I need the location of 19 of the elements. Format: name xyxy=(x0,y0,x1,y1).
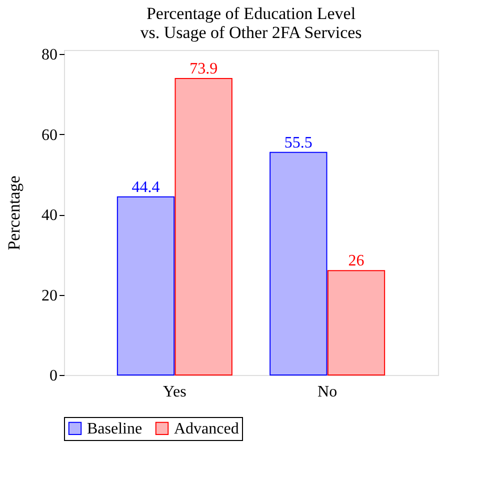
bar xyxy=(270,152,328,376)
data-label: 73.9 xyxy=(190,60,218,78)
legend-label: Baseline xyxy=(87,420,142,438)
y-tick-label: 80 xyxy=(42,46,58,64)
legend-label: Advanced xyxy=(174,420,239,438)
y-tick-label: 20 xyxy=(42,287,58,304)
bar xyxy=(327,270,386,376)
x-tick-label: Yes xyxy=(163,384,186,400)
y-tick-label: 60 xyxy=(42,126,58,144)
y-tick-label: 40 xyxy=(42,207,58,224)
bar xyxy=(116,196,175,376)
x-tick-label: No xyxy=(318,384,338,400)
data-label: 26 xyxy=(348,252,364,270)
chart-title: Percentage of Education Level vs. Usage of Other 2FA Services xyxy=(140,4,362,42)
data-label: 55.5 xyxy=(284,134,312,152)
y-tick-label: 0 xyxy=(50,368,58,384)
bar xyxy=(174,78,232,376)
y-axis-title: Percentage xyxy=(4,176,24,250)
data-label: 44.4 xyxy=(132,178,160,196)
